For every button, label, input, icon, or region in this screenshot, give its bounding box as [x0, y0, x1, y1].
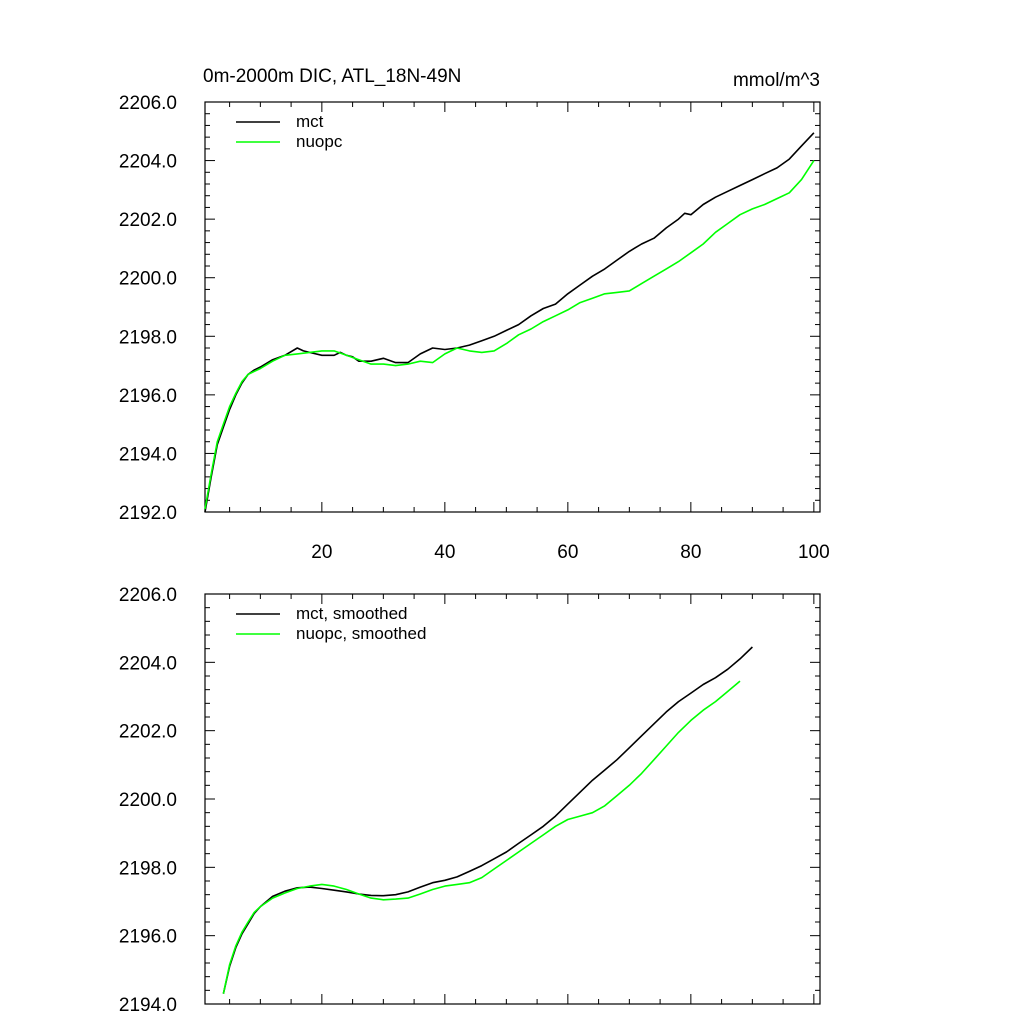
y-tick-label: 2202.0: [119, 210, 177, 231]
panel-top: 0m-2000m DIC, ATL_18N-49N mmol/m^3 2192.…: [119, 66, 830, 563]
y-tick-label: 2206.0: [119, 93, 177, 114]
y-tick-label: 2200.0: [119, 269, 177, 290]
y-tick-label: 2200.0: [119, 790, 177, 811]
y-tick-label: 2198.0: [119, 327, 177, 348]
y-tick-label: 2198.0: [119, 858, 177, 879]
y-tick-label: 2204.0: [119, 152, 177, 173]
x-tick-label: 80: [680, 542, 701, 563]
x-tick-label: 60: [557, 542, 578, 563]
legend-label: nuopc: [296, 132, 343, 151]
legend-label: nuopc, smoothed: [296, 624, 426, 643]
y-tick-label: 2204.0: [119, 653, 177, 674]
y-tick-label: 2194.0: [119, 444, 177, 465]
series-line-mct: [204, 132, 815, 513]
legend-label: mct, smoothed: [296, 604, 408, 623]
y-tick-label: 2194.0: [119, 995, 177, 1016]
plot-frame: [204, 593, 821, 1005]
y-tick-label: 2196.0: [119, 386, 177, 407]
series-line-mct: [222, 646, 753, 994]
panel-bottom: 2194.0 2196.0 2198.0 2200.0 2202.0 2204.0 2206…: [119, 585, 821, 1016]
chart-title: 0m-2000m DIC, ATL_18N-49N: [203, 66, 461, 87]
y-tick-label: 2192.0: [119, 503, 177, 524]
y-tick-label: 2196.0: [119, 927, 177, 948]
units-label: mmol/m^3: [733, 70, 820, 91]
x-tick-label: 100: [798, 542, 830, 563]
y-tick-label: 2206.0: [119, 585, 177, 606]
legend-label: mct: [296, 112, 324, 131]
series-line-nuopc: [222, 680, 741, 994]
x-tick-label: 20: [311, 542, 332, 563]
series-line-nuopc: [204, 160, 815, 510]
x-tick-label: 40: [434, 542, 455, 563]
plot-frame: [204, 101, 821, 513]
y-tick-label: 2202.0: [119, 722, 177, 743]
